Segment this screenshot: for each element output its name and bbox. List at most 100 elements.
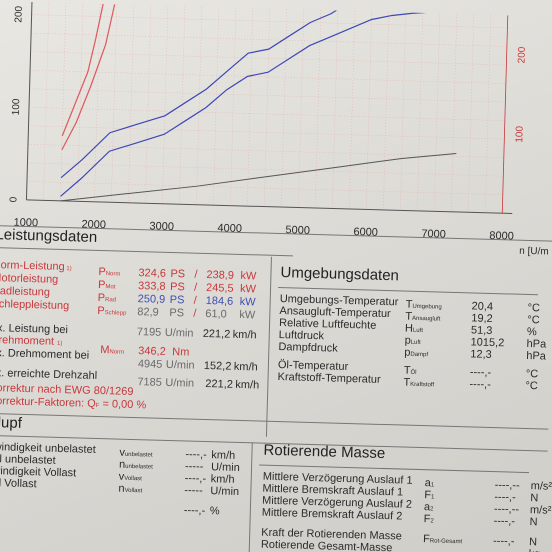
rotmass-row-label: Mittlere Bremskraft Auslauf 2 bbox=[261, 506, 403, 523]
auslauf-row-symbol-sub: unbelastet bbox=[125, 463, 153, 471]
environment-row-unit: °C bbox=[525, 367, 539, 381]
reached-rpm-unit: U/min bbox=[165, 376, 195, 390]
power-row-divider: / bbox=[193, 294, 197, 307]
max-torque-label: ax. Drehmoment bei bbox=[0, 346, 90, 362]
grid-line-x bbox=[77, 3, 84, 202]
x-tick-label: 3000 bbox=[149, 220, 174, 233]
auslauf-row-symbol-sub: Vollast bbox=[124, 475, 142, 483]
environment-row-value: ----,- bbox=[469, 378, 492, 391]
grid-line-x bbox=[434, 13, 441, 212]
auslauf-row-unit: % bbox=[209, 505, 220, 518]
y-axis-right bbox=[501, 15, 509, 214]
rotmass-row-symbol-sub: 1 bbox=[430, 494, 435, 501]
factor-sub: F bbox=[95, 402, 100, 410]
rotmass-row-symbol-sub: 1 bbox=[430, 482, 435, 489]
auslauf-row-unit: km/h bbox=[210, 473, 235, 486]
chart-grid bbox=[25, 0, 513, 215]
rotmass-row-value: ----,- bbox=[492, 535, 515, 548]
x-tick-label: 5000 bbox=[285, 224, 310, 237]
power-row-kw-unit: kW bbox=[239, 282, 257, 296]
factor-text: Korrektur-Faktoren: Q bbox=[0, 394, 96, 410]
power-row-label: Schleppleistung bbox=[0, 298, 70, 313]
torque-speed: 152,2 bbox=[203, 359, 232, 373]
max-power-speed: 221,2 bbox=[202, 327, 231, 341]
reached-rpm: 7185 bbox=[137, 376, 163, 389]
grid-line-x bbox=[128, 4, 135, 203]
x-axis bbox=[26, 199, 513, 215]
grid-line-x bbox=[111, 4, 118, 203]
grid-line-x bbox=[60, 2, 67, 201]
power-row-symbol: PSchlepp bbox=[97, 305, 126, 320]
reached-rpm-label: ax. erreichte Drehzahl bbox=[0, 366, 98, 382]
power-row-kw: 61,0 bbox=[205, 307, 227, 321]
rotmass-row-unit: kg bbox=[529, 548, 541, 552]
drehmoment-text: Drehmoment bbox=[0, 333, 55, 348]
auslauf-row-unit: U/min bbox=[210, 461, 240, 474]
reached-speed: 221,2 bbox=[205, 378, 234, 391]
grid-line-x bbox=[145, 5, 152, 204]
rotmass-row-unit: m/s² bbox=[529, 504, 552, 517]
power-row-symbol-sub: Rad bbox=[104, 297, 117, 304]
auslauf-title: slupf bbox=[0, 414, 23, 432]
grid-line-x bbox=[298, 9, 305, 208]
x-tick-label: 2000 bbox=[81, 218, 106, 231]
power-row-symbol-sub: Schlepp bbox=[104, 310, 127, 317]
factor-value: = 0,00 % bbox=[102, 398, 147, 412]
environment-row-unit: % bbox=[526, 325, 537, 339]
auslauf-row-value: ----,- bbox=[185, 448, 207, 462]
auslauf-row-unit: U/min bbox=[210, 485, 240, 498]
series-line-1 bbox=[60, 0, 462, 179]
power-row-ps-unit: PS bbox=[170, 267, 186, 281]
auslauf-row-value: ----,- bbox=[184, 472, 207, 486]
grid-line-x bbox=[94, 3, 101, 202]
grid-line-y bbox=[27, 162, 504, 177]
rotmass-row-symbol-sub: 2 bbox=[430, 506, 434, 513]
power-row-divider: / bbox=[194, 268, 198, 281]
rotmass-row-value: ----,- bbox=[493, 515, 516, 528]
rotmass-row-unit: m/s² bbox=[530, 480, 552, 493]
torque-speed-unit: km/h bbox=[233, 360, 258, 374]
grid-line-x bbox=[162, 5, 169, 204]
auslauf-row-label: ahl Vollast bbox=[0, 477, 37, 491]
series-line-2 bbox=[60, 10, 461, 197]
umgebungsdaten-title: Umgebungsdaten bbox=[280, 264, 400, 285]
power-row-kw: 184,6 bbox=[205, 294, 234, 308]
auslauf-row-unit: km/h bbox=[211, 449, 236, 462]
grid-line-y bbox=[31, 14, 508, 29]
rotmass-row-value: ----,- bbox=[494, 491, 516, 504]
power-row-label: Motorleistung bbox=[0, 272, 59, 286]
grid-line-y bbox=[27, 144, 504, 158]
power-row-ps: 250,9 bbox=[137, 293, 166, 306]
torque-unit: Nm bbox=[172, 346, 190, 359]
power-row-ps-unit: PS bbox=[169, 306, 185, 320]
y-left-tick-label: 200 bbox=[13, 5, 24, 22]
environment-row-unit: hPa bbox=[526, 337, 547, 351]
grid-line-y bbox=[26, 181, 503, 195]
dyno-chart: 1000 2000 3000 4000 5000 6000 7000 8000 n [U/m 0 1… bbox=[8, 0, 549, 258]
grid-line-x bbox=[247, 8, 254, 207]
environment-row-symbol-sub: Ansaugluft bbox=[411, 315, 441, 323]
torque-value: 346,2 bbox=[138, 345, 166, 358]
rotmass-row-value: ----,-- bbox=[493, 503, 520, 516]
grid-line-x bbox=[213, 7, 220, 206]
drehmoment-sup: 1) bbox=[56, 340, 63, 347]
grid-line-y bbox=[29, 107, 505, 121]
series-line-3 bbox=[60, 153, 457, 202]
y-left-tick-label: 0 bbox=[8, 196, 19, 202]
y-right-tick-label: 200 bbox=[516, 46, 527, 63]
max-power-speed-unit: km/h bbox=[232, 328, 257, 342]
power-row-symbol-sub: Mot bbox=[105, 284, 116, 291]
environment-row-symbol-sub: Luft bbox=[412, 327, 423, 335]
environment-row-value: 19,2 bbox=[471, 312, 493, 325]
power-row-divider: / bbox=[193, 281, 198, 294]
torque-symbol: MNorm bbox=[100, 344, 124, 359]
environment-row-symbol: pDampf bbox=[404, 347, 428, 362]
grid-line-y bbox=[31, 32, 507, 47]
environment-row-unit: hPa bbox=[526, 349, 547, 363]
x-tick-label: 1000 bbox=[13, 217, 38, 230]
chart-series bbox=[60, 0, 464, 202]
rotmass-row-unit: N bbox=[530, 492, 539, 505]
auslauf-row-symbol-sub: Vollast bbox=[124, 487, 143, 495]
power-row-sup: 1) bbox=[64, 266, 72, 273]
